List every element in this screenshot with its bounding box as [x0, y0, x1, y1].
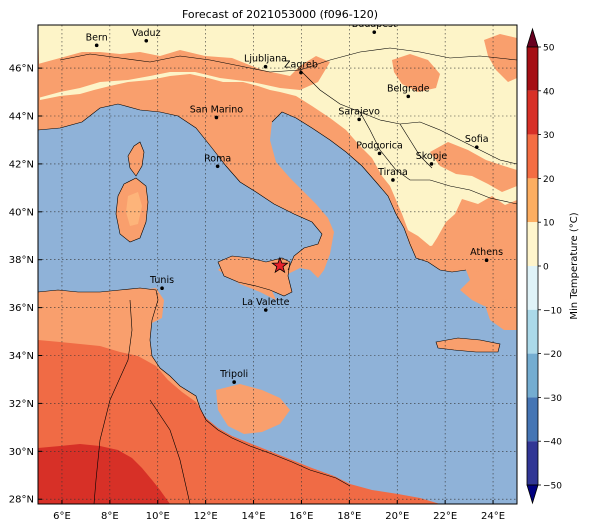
- city-dot: [216, 165, 220, 169]
- colorbar-segment: [527, 135, 538, 179]
- colorbar-segment: [527, 397, 538, 441]
- city-dot: [378, 152, 382, 156]
- city-dot: [299, 71, 303, 75]
- city-dot: [144, 39, 148, 43]
- city-dot: [264, 65, 268, 69]
- city-dot: [485, 258, 489, 262]
- city-label: Ljubljana: [244, 54, 287, 65]
- city-dot: [160, 286, 164, 290]
- colorbar-tick-label: −20: [543, 350, 562, 360]
- city-dot: [215, 116, 219, 120]
- city-dot: [95, 44, 99, 48]
- city-label: Sarajevo: [338, 106, 380, 117]
- colorbar-segment: [527, 47, 538, 91]
- colorbar-tick-label: −50: [543, 482, 562, 492]
- longitude-tick-label: 12°E: [194, 511, 218, 522]
- colorbar-tick-label: 0: [543, 263, 549, 273]
- latitude-tick-label: 40°N: [9, 207, 34, 218]
- city-label: Tripoli: [219, 369, 248, 380]
- city-label: Tunis: [149, 275, 174, 286]
- city-dot: [391, 178, 395, 182]
- longitude-tick-label: 18°E: [337, 511, 361, 522]
- city-label: Athens: [470, 247, 503, 258]
- city-dot: [475, 145, 479, 149]
- colorbar: 50 40 30 20 10 0 −10 −20 −30 −40 −50: [527, 29, 562, 503]
- city-label: Podgorica: [356, 140, 403, 151]
- city-label: Skopje: [416, 151, 448, 162]
- colorbar-tick-label: 40: [543, 87, 555, 97]
- latitude-tick-label: 34°N: [9, 351, 34, 362]
- longitude-tick-label: 22°E: [433, 511, 457, 522]
- longitude-tick-label: 8°E: [101, 511, 119, 522]
- latitude-labels: 46°N 44°N 42°N 40°N 38°N 36°N 34°N 32°N 30°N 28°N: [9, 64, 42, 506]
- latitude-tick-label: 28°N: [9, 495, 34, 506]
- city-dot: [372, 30, 376, 34]
- city-label: Roma: [204, 153, 231, 164]
- colorbar-segment: [527, 222, 538, 266]
- city-dot: [406, 95, 410, 99]
- latitude-tick-label: 30°N: [9, 447, 34, 458]
- colorbar-segment: [527, 266, 538, 310]
- city-dot: [357, 118, 361, 122]
- colorbar-tick-label: −40: [543, 438, 562, 448]
- longitude-tick-label: 6°E: [53, 511, 71, 522]
- latitude-tick-label: 38°N: [9, 255, 34, 266]
- colorbar-segment: [527, 178, 538, 222]
- city-label: Belgrade: [387, 83, 430, 94]
- colorbar-tick-label: 10: [543, 219, 555, 229]
- colorbar-segment: [527, 441, 538, 485]
- colorbar-bottom-extension: [527, 485, 538, 503]
- colorbar-tick-label: −30: [543, 394, 562, 404]
- city-label: San Marino: [190, 104, 243, 115]
- city-label: Sofia: [465, 134, 489, 145]
- colorbar-label: Min Temperature (°C): [569, 212, 580, 319]
- colorbar-segment: [527, 91, 538, 135]
- longitude-tick-label: 14°E: [242, 511, 266, 522]
- city-label: Zagreb: [284, 60, 318, 71]
- latitude-tick-label: 44°N: [9, 112, 34, 123]
- city-label: La Valette: [242, 297, 290, 308]
- city-label: Bern: [86, 32, 108, 43]
- temperature-map: BernVaduzBudapestLjubljanaZagrebBelgrade…: [38, 19, 517, 504]
- longitude-tick-label: 10°E: [146, 511, 170, 522]
- latitude-tick-label: 46°N: [9, 64, 34, 75]
- colorbar-top-extension: [527, 29, 538, 47]
- city-dot: [232, 380, 236, 384]
- colorbar-tick-label: 50: [543, 44, 555, 54]
- colorbar-tick-label: 30: [543, 131, 555, 141]
- latitude-tick-label: 32°N: [9, 399, 34, 410]
- city-dot: [264, 308, 268, 312]
- longitude-tick-label: 20°E: [385, 511, 409, 522]
- map-title: Forecast of 2021053000 (f096-120): [182, 8, 378, 21]
- city-label: Tirana: [377, 167, 408, 178]
- longitude-tick-label: 24°E: [481, 511, 505, 522]
- longitude-tick-label: 16°E: [289, 511, 313, 522]
- city-label: Vaduz: [132, 28, 161, 39]
- colorbar-segment: [527, 310, 538, 354]
- latitude-tick-label: 42°N: [9, 159, 34, 170]
- colorbar-tick-label: −10: [543, 306, 562, 316]
- colorbar-tick-label: 20: [543, 175, 555, 185]
- colorbar-segment: [527, 354, 538, 398]
- latitude-tick-label: 36°N: [9, 303, 34, 314]
- city-dot: [430, 162, 434, 166]
